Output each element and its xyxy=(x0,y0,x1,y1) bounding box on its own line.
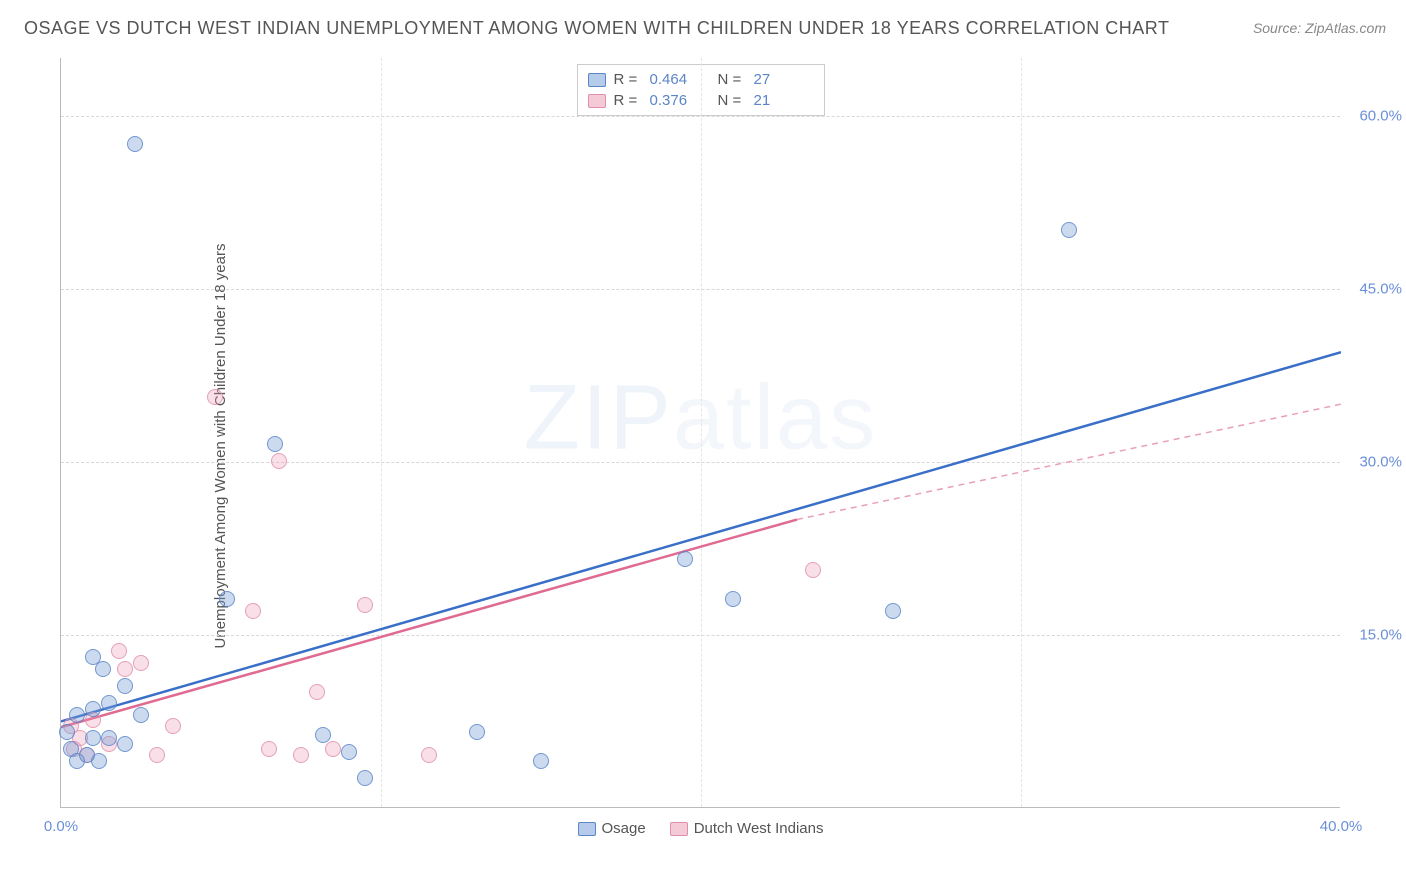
legend-swatch xyxy=(578,822,596,836)
chart-title: OSAGE VS DUTCH WEST INDIAN UNEMPLOYMENT … xyxy=(24,18,1169,39)
legend-swatch xyxy=(588,73,606,87)
scatter-point-blue xyxy=(469,724,485,740)
scatter-point-blue xyxy=(95,661,111,677)
scatter-point-pink xyxy=(117,661,133,677)
scatter-point-blue xyxy=(725,591,741,607)
scatter-point-pink xyxy=(149,747,165,763)
legend-series-item: Dutch West Indians xyxy=(670,820,824,837)
legend-n-label: N = xyxy=(718,71,746,88)
scatter-point-pink xyxy=(357,597,373,613)
scatter-point-blue xyxy=(133,707,149,723)
scatter-point-blue xyxy=(85,730,101,746)
legend-r-label: R = xyxy=(614,92,642,109)
scatter-point-blue xyxy=(117,678,133,694)
scatter-point-blue xyxy=(69,707,85,723)
legend-r-label: R = xyxy=(614,71,642,88)
legend-series: Osage Dutch West Indians xyxy=(578,820,824,837)
watermark-thin: atlas xyxy=(673,366,877,468)
legend-n-value: 21 xyxy=(754,92,814,109)
scatter-point-blue xyxy=(59,724,75,740)
legend-series-label: Osage xyxy=(602,820,646,837)
scatter-point-blue xyxy=(677,551,693,567)
scatter-point-pink xyxy=(805,562,821,578)
scatter-point-pink xyxy=(207,389,223,405)
legend-n-label: N = xyxy=(718,92,746,109)
scatter-point-pink xyxy=(245,603,261,619)
grid-line-v xyxy=(1021,58,1022,807)
scatter-point-pink xyxy=(309,684,325,700)
scatter-point-blue xyxy=(127,136,143,152)
scatter-point-pink xyxy=(325,741,341,757)
scatter-point-pink xyxy=(261,741,277,757)
legend-n-value: 27 xyxy=(754,71,814,88)
x-tick-label: 40.0% xyxy=(1320,818,1363,835)
scatter-point-pink xyxy=(421,747,437,763)
scatter-point-blue xyxy=(69,753,85,769)
watermark-bold: ZIP xyxy=(524,366,673,468)
legend-series-label: Dutch West Indians xyxy=(694,820,824,837)
grid-line-v xyxy=(701,58,702,807)
legend-swatch xyxy=(670,822,688,836)
scatter-point-blue xyxy=(533,753,549,769)
scatter-point-blue xyxy=(101,695,117,711)
scatter-point-pink xyxy=(165,718,181,734)
scatter-point-blue xyxy=(885,603,901,619)
x-tick-label: 0.0% xyxy=(44,818,78,835)
scatter-point-blue xyxy=(315,727,331,743)
scatter-point-blue xyxy=(357,770,373,786)
scatter-point-pink xyxy=(271,453,287,469)
legend-series-item: Osage xyxy=(578,820,646,837)
scatter-point-blue xyxy=(341,744,357,760)
source-label: Source: ZipAtlas.com xyxy=(1253,20,1386,36)
y-tick-label: 60.0% xyxy=(1359,107,1402,124)
y-tick-label: 45.0% xyxy=(1359,280,1402,297)
legend-swatch xyxy=(588,94,606,108)
scatter-point-blue xyxy=(267,436,283,452)
plot-area: ZIPatlas R =0.464N =27R =0.376N =21 Osag… xyxy=(60,58,1340,808)
scatter-point-pink xyxy=(293,747,309,763)
scatter-point-blue xyxy=(117,736,133,752)
scatter-point-pink xyxy=(111,643,127,659)
scatter-point-pink xyxy=(133,655,149,671)
y-tick-label: 30.0% xyxy=(1359,453,1402,470)
scatter-point-blue xyxy=(85,701,101,717)
y-tick-label: 15.0% xyxy=(1359,626,1402,643)
scatter-point-blue xyxy=(1061,222,1077,238)
scatter-point-blue xyxy=(219,591,235,607)
grid-line-v xyxy=(381,58,382,807)
scatter-point-blue xyxy=(91,753,107,769)
scatter-point-blue xyxy=(101,730,117,746)
